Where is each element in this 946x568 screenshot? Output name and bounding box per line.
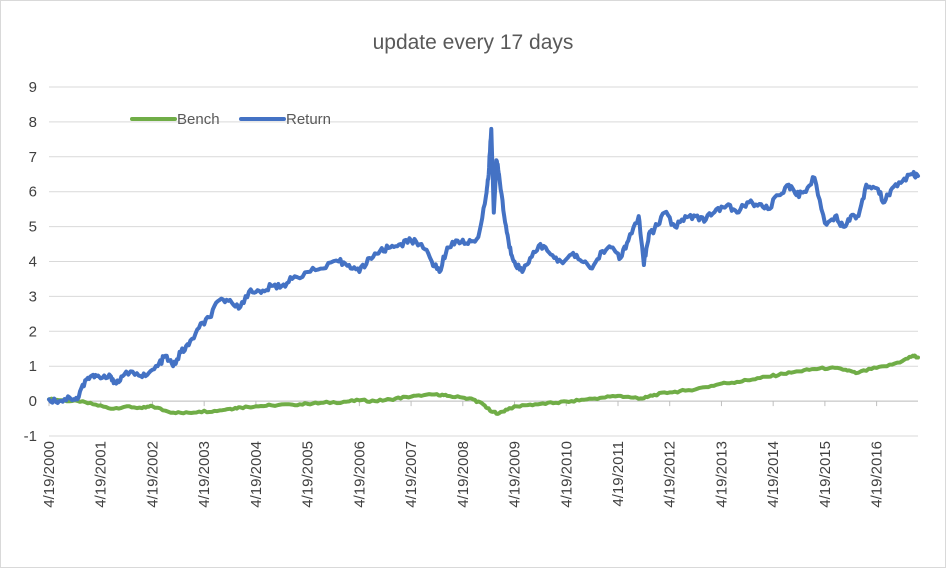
y-tick-label: -1 [24, 428, 37, 445]
x-tick-label: 4/19/2012 [662, 441, 679, 508]
y-tick-label: 3 [29, 288, 37, 305]
y-tick-label: 7 [29, 149, 37, 166]
x-tick-label: 4/19/2008 [455, 441, 472, 508]
legend-label-bench: Bench [177, 111, 220, 128]
chart-title: update every 17 days [373, 31, 574, 54]
x-tick-label: 4/19/2004 [248, 441, 265, 508]
y-tick-label: 8 [29, 114, 37, 131]
y-tick-label: 2 [29, 323, 37, 340]
y-tick-label: 9 [29, 79, 37, 96]
x-tick-label: 4/19/2011 [610, 441, 627, 507]
x-tick-label: 4/19/2003 [196, 441, 213, 508]
x-tick-label: 4/19/2009 [507, 441, 524, 508]
y-tick-label: 5 [29, 219, 37, 236]
y-tick-label: 0 [29, 393, 37, 410]
series-line-return [47, 126, 920, 405]
y-tick-label: 6 [29, 184, 37, 201]
series-lines [47, 126, 920, 416]
x-tick-label: 4/19/2014 [765, 441, 782, 508]
legend: Bench Return [130, 111, 331, 128]
x-tick-label: 4/19/2013 [713, 441, 730, 508]
x-tick-label: 4/19/2000 [41, 441, 58, 508]
y-tick-label: 1 [29, 358, 37, 375]
x-tick-label: 4/19/2007 [403, 441, 420, 508]
x-tick-label: 4/19/2010 [558, 441, 575, 508]
x-tick-label: 4/19/2001 [93, 441, 110, 508]
y-axis-ticks: -1 0 1 2 3 4 5 6 7 8 9 [24, 79, 37, 445]
y-tick-label: 4 [29, 254, 37, 271]
x-tick-label: 4/19/2006 [351, 441, 368, 508]
x-tick-label: 4/19/2015 [817, 441, 834, 508]
gridlines [49, 86, 918, 437]
x-tick-label: 4/19/2005 [300, 441, 317, 508]
x-tick-label: 4/19/2002 [144, 441, 161, 508]
series-line-bench [47, 353, 920, 416]
x-tick-label: 4/19/2016 [869, 441, 886, 508]
legend-label-return: Return [286, 111, 331, 128]
x-axis-ticks: 4/19/2000 4/19/2001 4/19/2002 4/19/2003 4/19… [41, 401, 886, 508]
